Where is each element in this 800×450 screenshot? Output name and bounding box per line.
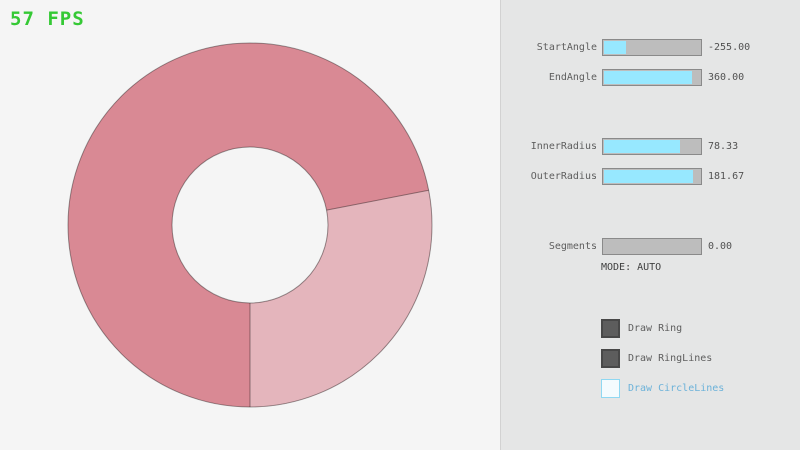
- checkbox-draw-ring[interactable]: Draw Ring: [601, 319, 682, 338]
- render-canvas: 57 FPS: [10, 8, 433, 408]
- slider-value-startangle: -255.00: [708, 42, 751, 53]
- fps-counter: 57 FPS: [10, 8, 85, 30]
- endangle-slider[interactable]: [602, 69, 702, 86]
- slider-label-startangle: StartAngle: [536, 42, 597, 53]
- checkbox-draw-circlelines[interactable]: Draw CircleLines: [601, 379, 724, 398]
- slider-fill: [604, 41, 626, 54]
- slider-row-endangle: EndAngle 360.00: [501, 69, 800, 86]
- checkbox-icon[interactable]: [601, 379, 620, 398]
- checkbox-label: Draw CircleLines: [628, 383, 725, 394]
- checkbox-icon[interactable]: [601, 319, 620, 338]
- ring-graphic: [67, 42, 433, 408]
- segments-slider[interactable]: [602, 238, 702, 255]
- mode-label: MODE: AUTO: [601, 262, 662, 273]
- slider-value-outerradius: 181.67: [708, 171, 745, 182]
- slider-row-segments: Segments 0.00: [501, 238, 800, 255]
- checkbox-label: Draw RingLines: [628, 353, 713, 364]
- checkbox-draw-ringlines[interactable]: Draw RingLines: [601, 349, 712, 368]
- slider-row-outerradius: OuterRadius 181.67: [501, 168, 800, 185]
- innerradius-slider[interactable]: [602, 138, 702, 155]
- slider-fill: [604, 170, 694, 183]
- slider-label-outerradius: OuterRadius: [530, 171, 597, 182]
- checkbox-label: Draw Ring: [628, 323, 683, 334]
- slider-fill: [604, 71, 693, 84]
- outerradius-slider[interactable]: [602, 168, 702, 185]
- slider-label-innerradius: InnerRadius: [530, 141, 597, 152]
- slider-value-innerradius: 78.33: [708, 141, 739, 152]
- checkbox-icon[interactable]: [601, 349, 620, 368]
- slider-value-segments: 0.00: [708, 241, 733, 252]
- slider-label-endangle: EndAngle: [548, 72, 597, 83]
- slider-row-innerradius: InnerRadius 78.33: [501, 138, 800, 155]
- slider-fill: [604, 140, 681, 153]
- slider-label-segments: Segments: [548, 241, 597, 252]
- startangle-slider[interactable]: [602, 39, 702, 56]
- slider-row-startangle: StartAngle -255.00: [501, 39, 800, 56]
- slider-value-endangle: 360.00: [708, 72, 745, 83]
- controls-panel: StartAngle -255.00 EndAngle 360.00 Inner…: [500, 0, 800, 450]
